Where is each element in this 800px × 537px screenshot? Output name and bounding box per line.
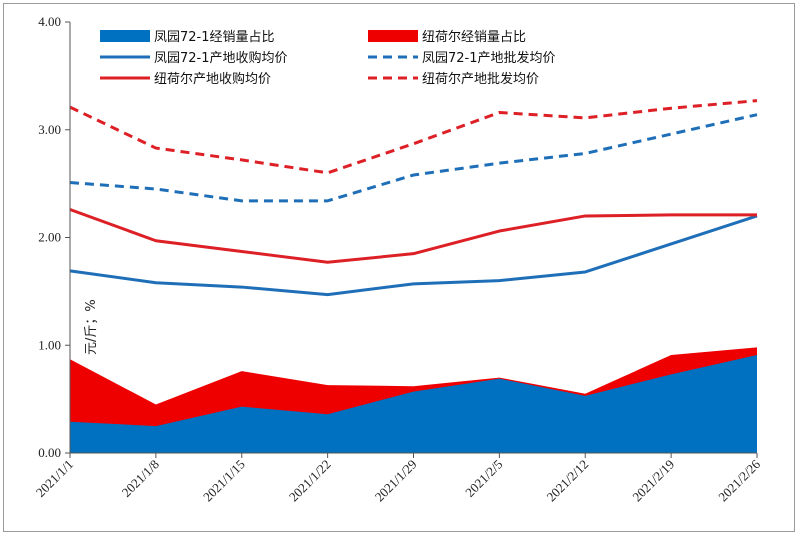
line-series-5 [69, 99, 758, 175]
x-tick-label: 2021/2/19 [629, 457, 677, 505]
line-series-4 [69, 208, 757, 264]
legend-swatch-1 [368, 30, 418, 42]
x-tick-layer: 2021/1/1 2021/1/8 2021/1/15 2021/1/22 2021/1… [33, 453, 763, 505]
legend-label-4: 纽荷尔产地收购均价 [154, 71, 271, 87]
y-tick-layer: 0.00 1.00 2.00 3.00 4.00 [38, 14, 70, 460]
y-tick-label: 3.00 [38, 122, 61, 137]
legend-swatch-0 [100, 30, 150, 42]
line-series-2 [69, 214, 758, 297]
y-axis-label: 元/斤；% [84, 299, 99, 355]
x-tick-label: 2021/1/22 [286, 457, 334, 505]
y-tick-label: 4.00 [38, 14, 61, 29]
x-tick-label: 2021/1/1 [33, 457, 76, 500]
legend-label-5: 纽荷尔产地批发均价 [422, 71, 539, 87]
legend-label-3: 凤园72-1产地批发均价 [422, 50, 556, 66]
line-layer [69, 99, 758, 297]
legend-label-1: 纽荷尔经销量占比 [422, 30, 526, 45]
legend-label-2: 凤园72-1产地收购均价 [154, 50, 288, 66]
y-tick-label: 2.00 [38, 230, 61, 245]
area-series-0 [70, 354, 757, 453]
y-tick-label: 0.00 [38, 445, 61, 460]
x-tick-label: 2021/1/15 [200, 457, 248, 505]
y-tick-label: 1.00 [38, 337, 61, 352]
x-tick-label: 2021/1/8 [119, 457, 162, 500]
x-tick-label: 2021/2/5 [462, 457, 505, 500]
area-layer [70, 347, 757, 453]
x-tick-label: 2021/1/29 [372, 457, 420, 505]
line-series-3 [69, 113, 758, 203]
x-tick-label: 2021/2/12 [543, 457, 591, 505]
legend-label-0: 凤园72-1经销量占比 [154, 30, 275, 45]
x-tick-label: 2021/2/26 [715, 456, 763, 504]
